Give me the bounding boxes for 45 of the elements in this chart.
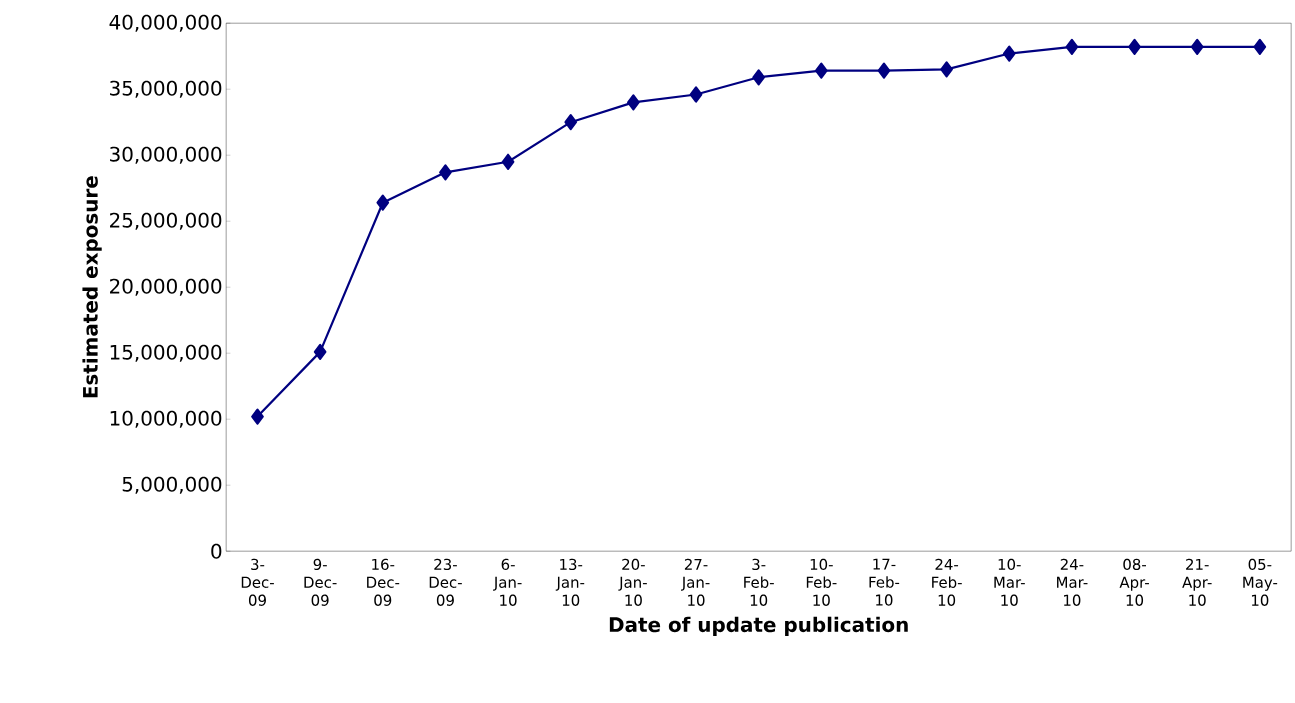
y-tick-label: 10,000,000	[110, 410, 222, 428]
x-tick-label: 6-Jan-10	[493, 558, 522, 606]
point	[877, 62, 891, 79]
x-tick-label: 24-Feb-10	[932, 558, 962, 606]
point	[814, 62, 828, 79]
y-tick-label: 40,000,000	[109, 14, 222, 32]
y-tick-label: 20,000,000	[110, 278, 222, 296]
point	[752, 69, 766, 86]
y-tick-label: 25,000,000	[110, 212, 222, 230]
y-tick-label: 15,000,000	[110, 344, 222, 362]
y-tick-label: 5,000,000	[122, 476, 222, 494]
x-tick-label: 08-Apr-10	[1119, 558, 1149, 606]
x-tick-label: 9-Dec-09	[304, 558, 337, 606]
x-tick-label: 20-Jan-10	[618, 558, 647, 606]
point	[439, 164, 452, 181]
point	[1190, 38, 1204, 56]
x-tick-label: 27-Jan-10	[681, 558, 710, 606]
point	[1065, 38, 1079, 56]
x-tick-label: 17-Feb-10	[869, 558, 900, 606]
point	[313, 343, 327, 360]
point	[940, 61, 953, 78]
point	[501, 153, 515, 170]
point	[689, 86, 703, 103]
x-tick-label: 05-May-10	[1243, 558, 1278, 606]
point	[1002, 45, 1016, 62]
x-tick-label: 21-Apr-10	[1182, 558, 1212, 606]
y-tick-label: 35,000,000	[110, 80, 222, 98]
x-tick-label: 13-Jan-10	[555, 558, 585, 606]
point	[627, 94, 640, 111]
x-tick-label: 24-Mar-10	[1057, 558, 1088, 606]
point	[1128, 38, 1141, 56]
point	[376, 194, 390, 211]
point	[564, 114, 578, 131]
x-tick-label: 3-Feb-10	[744, 558, 774, 606]
y-tick-label: 30,000,000	[110, 146, 222, 164]
point	[251, 408, 264, 425]
x-tick-label: 10-Feb-10	[806, 558, 837, 606]
x-tick-label: 3-Dec-09	[241, 558, 274, 606]
x-tick-label: 10-Mar-10	[994, 558, 1025, 606]
y-axis-title: Estimated exposure	[82, 176, 102, 398]
x-tick-label: 23-Dec-09	[429, 558, 462, 606]
point	[1253, 38, 1267, 56]
x-tick-label: 16-Dec-09	[367, 558, 400, 606]
y-tick-label: 0	[211, 543, 222, 559]
x-axis-title: Date of update publication	[609, 616, 908, 636]
